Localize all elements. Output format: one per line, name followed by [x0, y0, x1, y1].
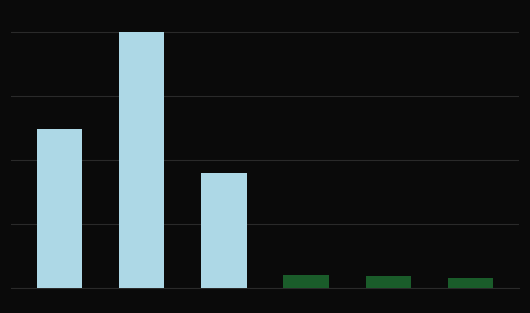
Bar	[366, 276, 411, 288]
Bar	[448, 278, 493, 288]
Bar	[119, 32, 164, 288]
Bar	[37, 129, 82, 288]
Bar	[201, 173, 246, 288]
Bar	[284, 275, 329, 288]
